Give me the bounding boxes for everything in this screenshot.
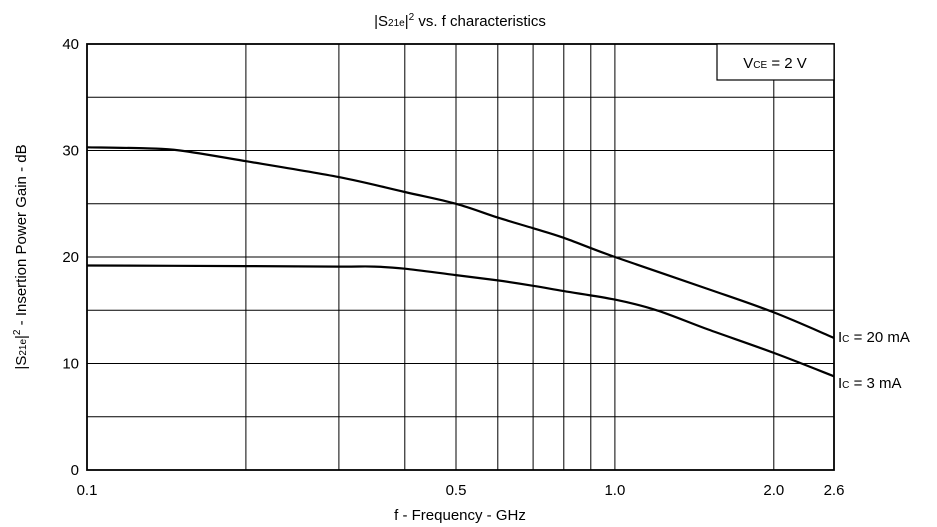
curves	[86, 146, 835, 378]
series-label-ic-3ma: IC = 3 mA	[838, 375, 902, 392]
series-line-ic-3ma	[86, 264, 835, 378]
x-tick-label: 0.5	[446, 482, 467, 499]
x-tick-labels: 0.1 0.5 1.0 2.0 2.6	[77, 482, 845, 499]
y-tick-label: 30	[62, 143, 79, 160]
chart-title: |S21e|2 vs. f characteristics	[374, 12, 546, 30]
x-axis-label: f - Frequency - GHz	[394, 507, 526, 524]
x-tick-label: 0.1	[77, 482, 98, 499]
y-tick-label: 0	[71, 462, 79, 479]
x-tick-label: 1.0	[604, 482, 625, 499]
condition-box	[716, 43, 835, 81]
condition-label: VCE = 2 V	[743, 55, 807, 72]
plot-frame	[86, 43, 835, 471]
y-tick-label: 40	[62, 36, 79, 53]
x-tick-label: 2.6	[824, 482, 845, 499]
y-tick-label: 20	[62, 249, 79, 266]
series-line-ic-20ma	[86, 146, 835, 339]
series-label-ic-20ma: IC = 20 mA	[838, 329, 910, 346]
grid	[87, 44, 834, 470]
x-tick-label: 2.0	[763, 482, 784, 499]
y-tick-labels: 0 10 20 30 40	[62, 36, 79, 479]
y-axis-label: |S21e|2 - Insertion Power Gain - dB	[12, 144, 30, 369]
y-tick-label: 10	[62, 356, 79, 373]
